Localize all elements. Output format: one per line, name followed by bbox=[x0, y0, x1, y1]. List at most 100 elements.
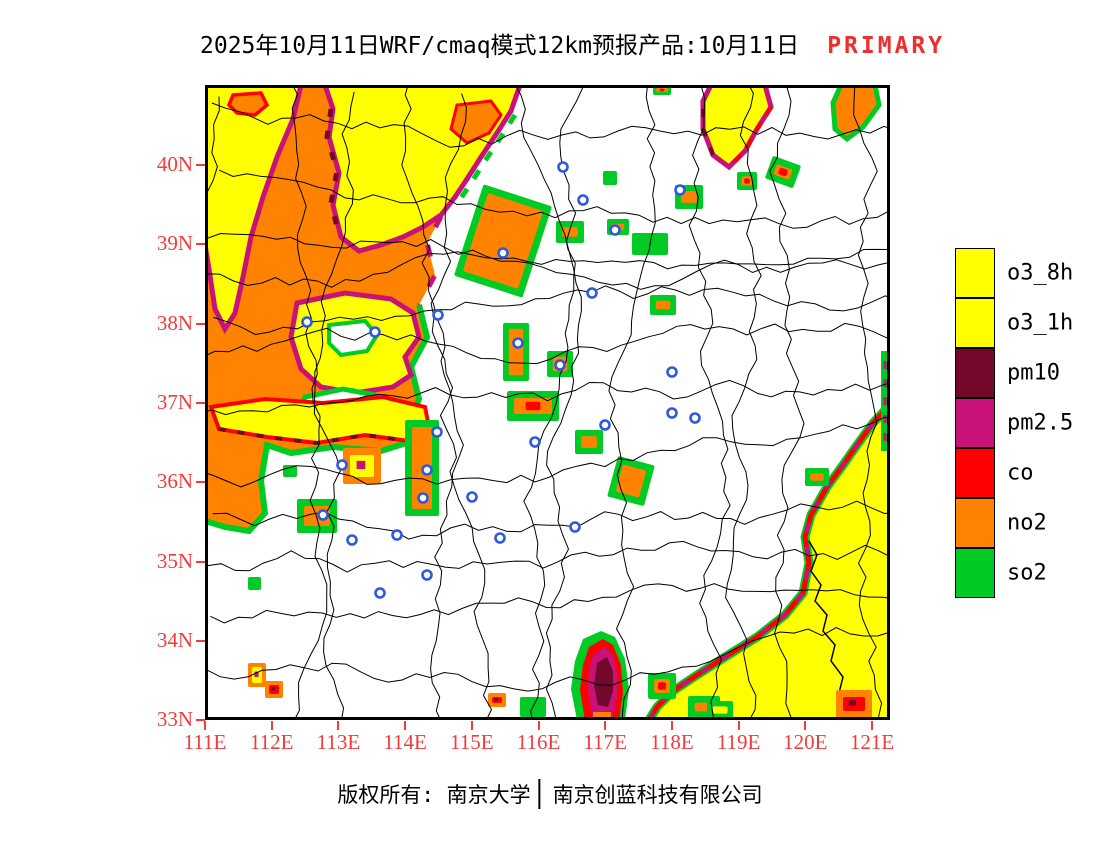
y-axis-label: 34N bbox=[156, 627, 193, 652]
pollutant-patch bbox=[265, 681, 283, 698]
pollutant-patch bbox=[248, 663, 266, 687]
y-axis-label: 38N bbox=[156, 310, 193, 335]
county-boundary-line bbox=[212, 500, 890, 540]
y-axis-label: 35N bbox=[156, 548, 193, 573]
footer-divider bbox=[538, 779, 541, 809]
y-axis-tick bbox=[196, 481, 205, 484]
city-marker bbox=[301, 316, 313, 328]
x-axis-tick bbox=[470, 721, 473, 730]
pollutant-patch bbox=[488, 693, 506, 707]
pollutant-patch bbox=[603, 171, 617, 185]
title-text: 2025年10月11日WRF/cmaq模式12km预报产品:10月11日 bbox=[200, 33, 800, 59]
city-marker bbox=[666, 366, 678, 378]
x-axis-tick bbox=[871, 721, 873, 730]
county-boundary-line bbox=[205, 540, 890, 573]
x-axis-tick bbox=[804, 721, 807, 730]
county-boundary-line bbox=[205, 627, 890, 692]
y-axis-label: 37N bbox=[156, 389, 193, 414]
x-axis-tick bbox=[337, 721, 340, 730]
county-boundary-line bbox=[211, 102, 890, 148]
county-boundary-line bbox=[218, 169, 890, 229]
county-boundary-line bbox=[210, 583, 890, 624]
city-marker bbox=[674, 184, 686, 196]
pm10-region bbox=[571, 631, 629, 720]
county-boundary-line bbox=[688, 85, 731, 720]
county-boundary-line bbox=[291, 85, 328, 720]
pollutant-patch bbox=[648, 673, 676, 699]
legend-label-o3_8h: o3_8h bbox=[1007, 260, 1074, 286]
county-boundary-line bbox=[205, 416, 890, 488]
city-marker bbox=[391, 529, 403, 541]
x-axis-tick bbox=[404, 721, 407, 730]
y-axis-label: 36N bbox=[156, 469, 193, 494]
city-marker bbox=[466, 491, 478, 503]
y-axis-tick bbox=[196, 164, 205, 166]
x-axis-label: 118E bbox=[650, 730, 694, 754]
city-marker bbox=[317, 509, 329, 521]
county-boundary-line bbox=[545, 85, 584, 720]
legend-swatch-so2 bbox=[955, 548, 995, 598]
x-axis-label: 114E bbox=[383, 730, 427, 754]
x-axis-tick bbox=[537, 721, 540, 730]
legend-label-co: co bbox=[1007, 460, 1034, 486]
legend-swatch-co bbox=[955, 448, 995, 498]
title-primary-badge: PRIMARY bbox=[827, 33, 946, 59]
pollutant-patch bbox=[283, 465, 297, 477]
city-marker bbox=[609, 224, 621, 236]
pollutant-patch bbox=[556, 221, 584, 243]
x-axis-label: 112E bbox=[249, 730, 294, 754]
y-axis-label: 33N bbox=[156, 707, 193, 732]
city-marker bbox=[569, 521, 581, 533]
legend-label-no2: no2 bbox=[1007, 510, 1047, 536]
x-axis-label: 113E bbox=[316, 730, 361, 754]
county-boundary-line bbox=[205, 379, 890, 416]
x-axis-label: 116E bbox=[516, 730, 561, 754]
y-axis-tick bbox=[196, 639, 205, 642]
city-marker bbox=[512, 337, 524, 349]
legend-swatch-no2 bbox=[955, 498, 995, 548]
y-axis-tick bbox=[196, 719, 205, 722]
city-marker bbox=[421, 569, 433, 581]
city-marker bbox=[369, 326, 381, 338]
region-fills bbox=[205, 85, 890, 720]
pollutant-patch bbox=[297, 499, 337, 533]
county-boundary-line bbox=[205, 322, 890, 365]
pollutant-patch bbox=[737, 172, 757, 190]
x-axis-tick bbox=[270, 721, 273, 730]
o3-region-wedge bbox=[205, 85, 304, 335]
city-marker bbox=[374, 587, 386, 599]
pollutant-patch bbox=[248, 577, 261, 590]
y-axis-label: 39N bbox=[156, 231, 193, 256]
county-boundary-line bbox=[608, 85, 656, 720]
city-marker bbox=[432, 309, 444, 321]
city-marker bbox=[666, 407, 678, 419]
y-axis-tick bbox=[196, 322, 205, 325]
copyright-owner: 版权所有: 南京大学 bbox=[337, 783, 531, 807]
pollutant-patch bbox=[805, 468, 829, 486]
city-marker bbox=[421, 464, 433, 476]
x-axis-label: 119E bbox=[716, 730, 761, 754]
pollutant-patch bbox=[707, 701, 733, 719]
x-axis-label: 115E bbox=[450, 730, 494, 754]
legend-label-o3_1h: o3_1h bbox=[1007, 310, 1074, 336]
city-marker bbox=[494, 532, 506, 544]
pollutant-patch bbox=[507, 391, 559, 421]
county-boundary-line bbox=[853, 85, 883, 720]
county-boundary-line bbox=[725, 85, 762, 720]
y-axis-tick bbox=[196, 401, 205, 404]
copyright-company: 南京创蓝科技有限公司 bbox=[552, 783, 763, 807]
county-boundary-line bbox=[213, 285, 890, 336]
admin-boundaries bbox=[205, 85, 890, 720]
county-boundary-line bbox=[401, 85, 464, 720]
pollutant-patch bbox=[650, 295, 676, 315]
city-marker bbox=[599, 419, 611, 431]
city-marker bbox=[346, 534, 358, 546]
map-frame bbox=[205, 85, 890, 720]
map-canvas bbox=[205, 85, 890, 720]
city-marker bbox=[689, 412, 701, 424]
legend-swatch-o3_8h bbox=[955, 248, 995, 298]
city-marker bbox=[417, 492, 429, 504]
x-axis-label: 111E bbox=[183, 730, 227, 754]
legend-label-pm2.5: pm2.5 bbox=[1007, 410, 1074, 436]
